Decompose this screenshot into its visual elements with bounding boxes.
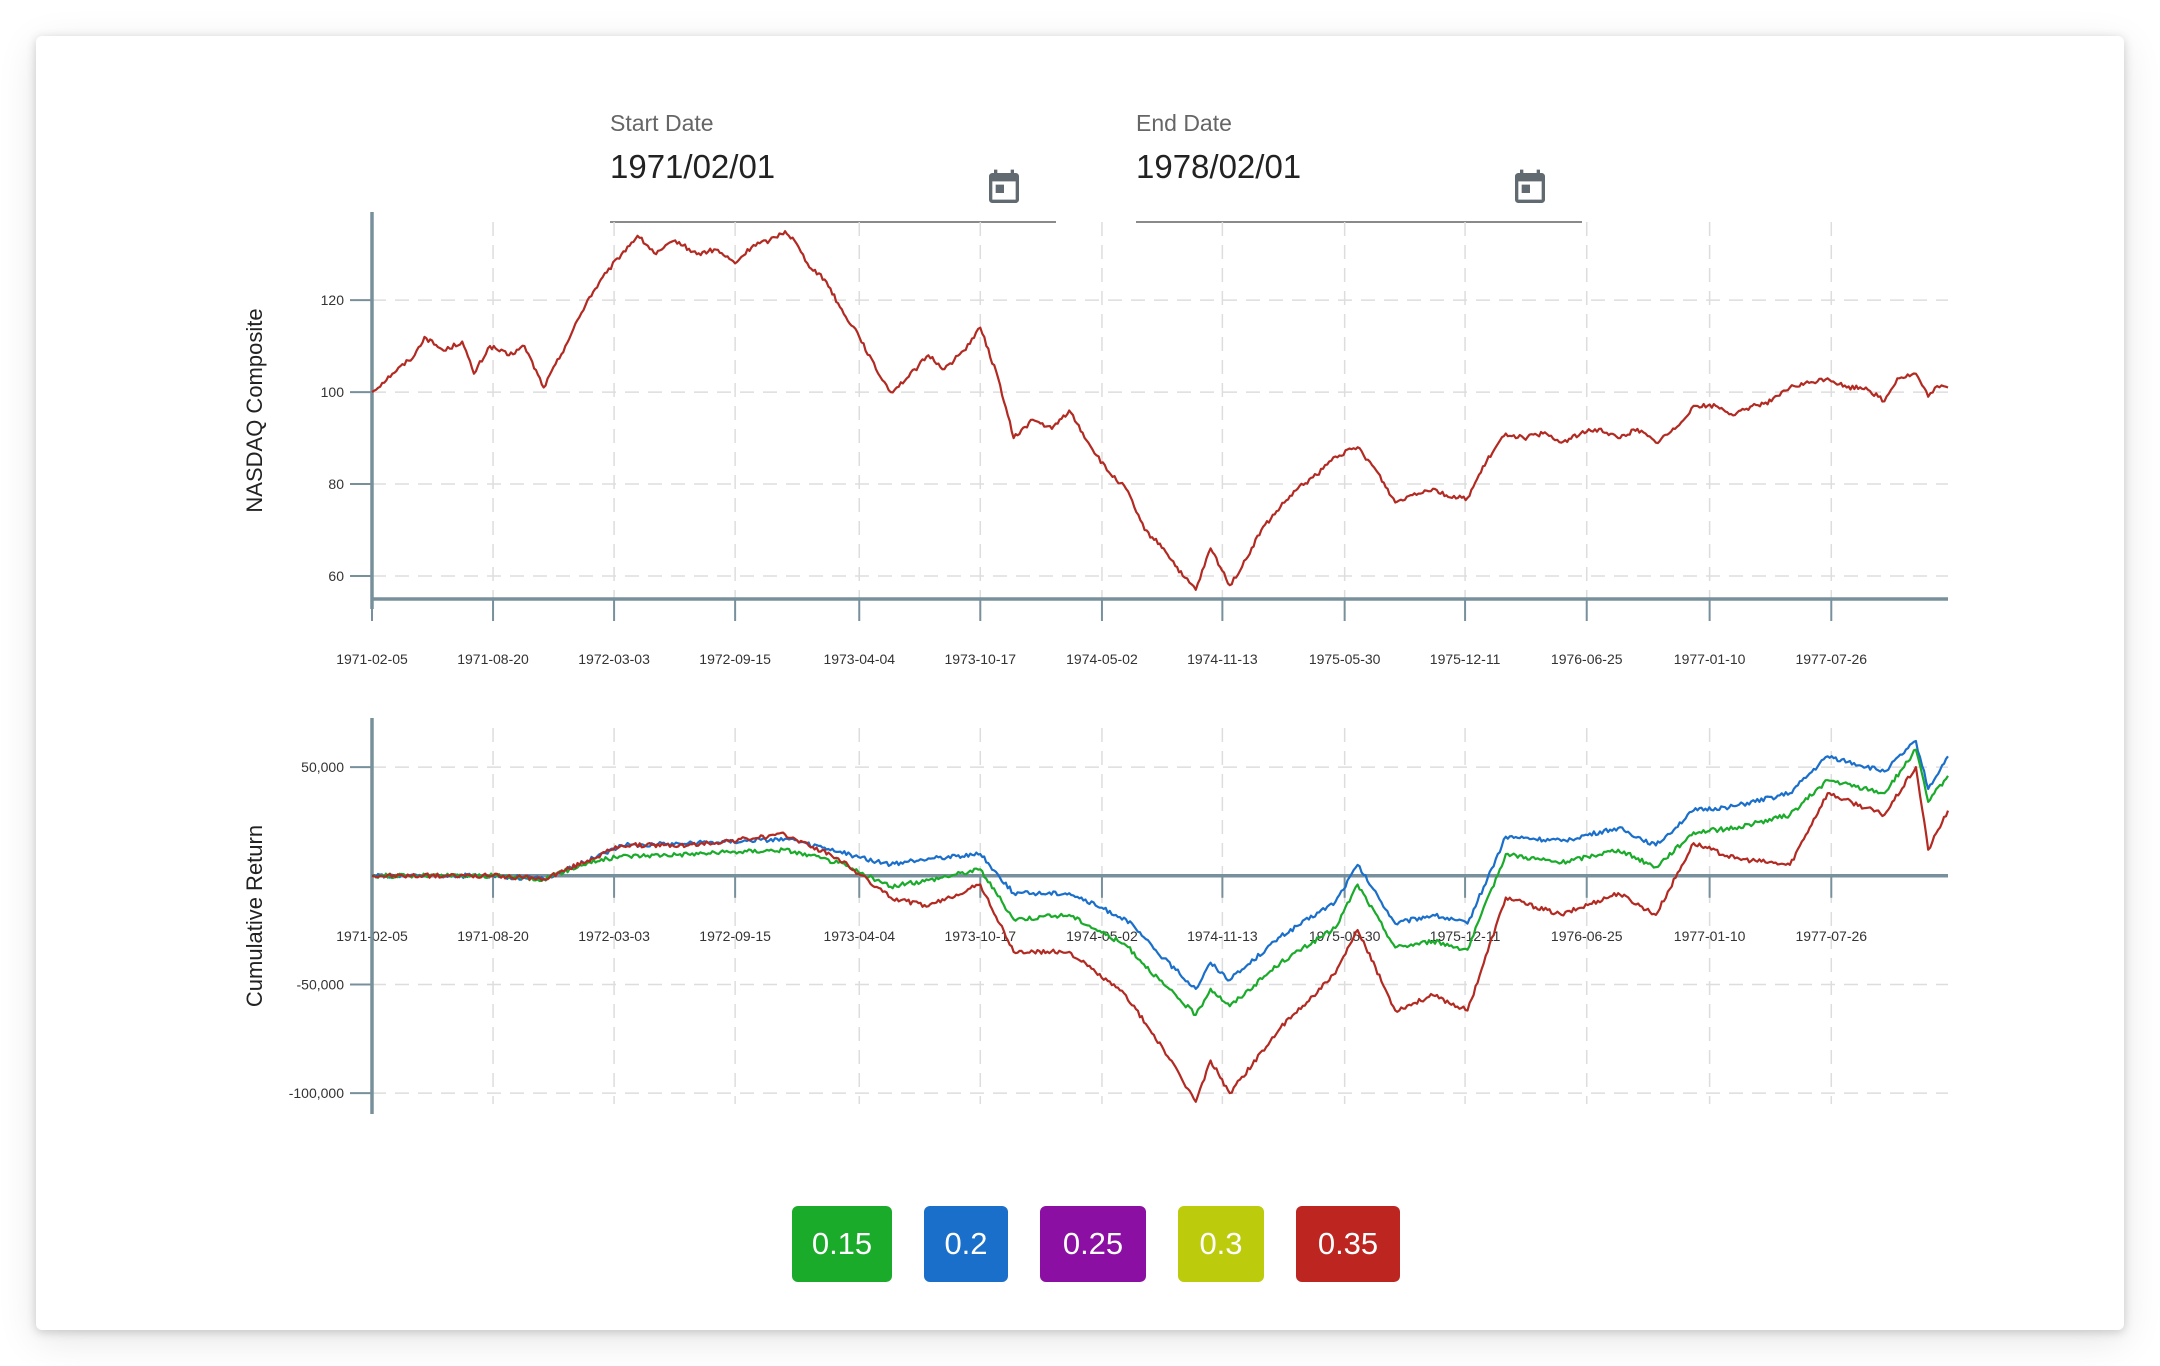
end-date-label: End Date: [1136, 110, 1232, 136]
main-card: Start Date End Date 1971-02-05 1971-08-20…: [36, 36, 2124, 1330]
x-tick-label: 1973-04-04: [823, 928, 895, 944]
x-tick-label: 1971-08-20: [457, 928, 529, 944]
calendar-icon[interactable]: [984, 168, 1024, 208]
x-tick-label: 1972-09-15: [699, 928, 771, 944]
x-tick-label: 1977-07-26: [1795, 928, 1867, 944]
y-tick-label: -50,000: [297, 976, 345, 992]
x-tick-label: 1974-11-13: [1187, 928, 1258, 944]
y-tick-label: 60: [328, 568, 344, 584]
series-line-0: [371, 739, 1949, 990]
threshold-button-0-2[interactable]: 0.2: [924, 1206, 1008, 1282]
x-tick-label: 1977-07-26: [1795, 651, 1867, 667]
start-date-label: Start Date: [610, 110, 714, 136]
threshold-button-0-25[interactable]: 0.25: [1040, 1206, 1146, 1282]
start-date-field[interactable]: Start Date: [610, 80, 1056, 223]
x-tick-label: 1976-06-25: [1551, 651, 1623, 667]
chart-panel-0: 1971-02-05 1971-08-20 1972-03-03 1972-09-15…: [242, 212, 1949, 667]
x-tick-label: 1974-05-02: [1066, 651, 1138, 667]
x-tick-label: 1971-02-05: [336, 651, 408, 667]
threshold-button-0-35[interactable]: 0.35: [1296, 1206, 1400, 1282]
y-tick-label: 80: [328, 476, 344, 492]
threshold-buttons: 0.15 0.2 0.25 0.3 0.35: [36, 1206, 2124, 1282]
chart-panel-1: 1971-02-051971-08-201972-03-031972-09-15…: [242, 718, 1950, 1114]
x-tick-label: 1976-06-25: [1551, 928, 1623, 944]
threshold-button-0-15[interactable]: 0.15: [792, 1206, 892, 1282]
series-line-2: [371, 765, 1950, 1103]
x-tick-label: 1973-10-17: [944, 651, 1016, 667]
x-tick-label: 1972-09-15: [699, 651, 771, 667]
x-tick-label: 1975-05-30: [1309, 651, 1381, 667]
y-tick-label: 50,000: [301, 759, 344, 775]
y-tick-label: 120: [321, 292, 345, 308]
series-line-0: [371, 230, 1949, 591]
x-tick-label: 1974-11-13: [1187, 651, 1258, 667]
y-axis-label: NASDAQ Composite: [242, 308, 267, 512]
x-tick-label: 1975-12-11: [1430, 651, 1501, 667]
x-tick-label: 1974-05-02: [1066, 928, 1138, 944]
x-tick-label: 1972-03-03: [578, 651, 650, 667]
y-tick-label: -100,000: [289, 1085, 344, 1101]
series-line-1: [371, 748, 1949, 1017]
x-tick-label: 1977-01-10: [1674, 928, 1746, 944]
x-tick-label: 1975-05-30: [1309, 928, 1381, 944]
start-date-underline: [610, 221, 1056, 223]
x-tick-label: 1972-03-03: [578, 928, 650, 944]
x-tick-label: 1971-08-20: [457, 651, 529, 667]
charts-area: 1971-02-05 1971-08-20 1972-03-03 1972-09-15…: [242, 212, 1950, 1114]
y-tick-label: 100: [321, 384, 345, 400]
y-axis-label: Cumulative Return: [242, 825, 267, 1007]
start-date-input[interactable]: [610, 148, 990, 186]
x-tick-label: 1975-12-11: [1430, 928, 1501, 944]
threshold-button-0-3[interactable]: 0.3: [1178, 1206, 1264, 1282]
end-date-input[interactable]: [1136, 148, 1516, 186]
end-date-underline: [1136, 221, 1582, 223]
x-tick-label: 1973-10-17: [944, 928, 1016, 944]
x-tick-label: 1977-01-10: [1674, 651, 1746, 667]
x-tick-label: 1973-04-04: [823, 651, 895, 667]
calendar-icon[interactable]: [1510, 168, 1550, 208]
end-date-field[interactable]: End Date: [1136, 80, 1582, 223]
